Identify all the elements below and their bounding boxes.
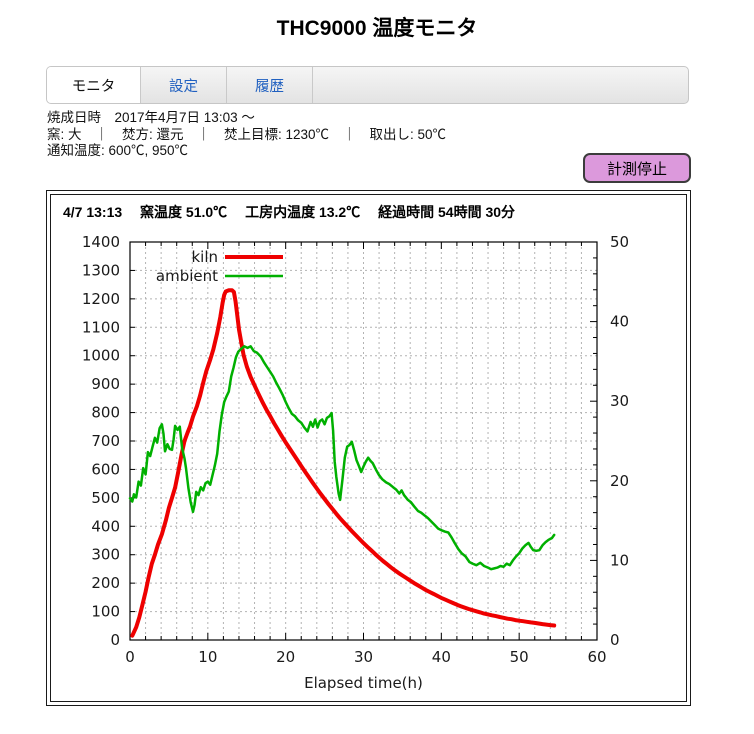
- stop-measurement-button[interactable]: 計測停止: [583, 153, 691, 183]
- svg-text:Elapsed time(h): Elapsed time(h): [304, 674, 423, 692]
- svg-text:800: 800: [91, 404, 120, 422]
- svg-text:300: 300: [91, 546, 120, 564]
- svg-text:ambient: ambient: [156, 267, 218, 285]
- svg-text:20: 20: [276, 648, 295, 666]
- svg-text:700: 700: [91, 432, 120, 450]
- svg-text:0: 0: [110, 631, 120, 649]
- tab-bar-filler: [313, 67, 688, 103]
- svg-text:40: 40: [432, 648, 451, 666]
- svg-text:500: 500: [91, 489, 120, 507]
- svg-text:900: 900: [91, 375, 120, 393]
- page-title: THC9000 温度モニタ: [276, 17, 478, 40]
- svg-text:1100: 1100: [82, 318, 120, 336]
- svg-text:0: 0: [125, 648, 135, 666]
- svg-text:1400: 1400: [82, 233, 120, 251]
- svg-text:10: 10: [610, 551, 629, 569]
- svg-text:30: 30: [610, 392, 629, 410]
- svg-text:20: 20: [610, 472, 629, 490]
- svg-text:50: 50: [510, 648, 529, 666]
- tab-settings[interactable]: 設定: [141, 67, 227, 103]
- kiln-settings-text: 窯: 大 ｜ 焚方: 還元 ｜ 焚上目標: 1230℃ ｜ 取出し: 50℃: [47, 126, 447, 142]
- tab-monitor[interactable]: モニタ: [47, 67, 141, 103]
- svg-text:40: 40: [610, 313, 629, 331]
- svg-text:100: 100: [91, 603, 120, 621]
- svg-text:50: 50: [610, 233, 629, 251]
- chart-status-line: 4/7 13:13 窯温度 51.0℃ 工房内温度 13.2℃ 経過時間 54時…: [63, 204, 516, 220]
- firing-datetime-text: 焼成日時 2017年4月7日 13:03 ～: [47, 110, 255, 125]
- chart-panel-inner: 4/7 13:13 窯温度 51.0℃ 工房内温度 13.2℃ 経過時間 54時…: [50, 194, 687, 702]
- svg-text:1300: 1300: [82, 261, 120, 279]
- svg-text:kiln: kiln: [191, 248, 218, 266]
- svg-text:1200: 1200: [82, 290, 120, 308]
- svg-text:10: 10: [198, 648, 217, 666]
- tab-history[interactable]: 履歴: [227, 67, 313, 103]
- svg-text:200: 200: [91, 574, 120, 592]
- svg-text:400: 400: [91, 517, 120, 535]
- chart-panel: 4/7 13:13 窯温度 51.0℃ 工房内温度 13.2℃ 経過時間 54時…: [46, 190, 691, 706]
- status-block: 焼成日時 2017年4月7日 13:03 ～ 窯: 大 ｜ 焚方: 還元 ｜ 焚…: [47, 110, 446, 160]
- notify-temperature-text: 通知温度: 600℃, 950℃: [47, 143, 189, 158]
- svg-text:1000: 1000: [82, 347, 120, 365]
- tab-bar: モニタ 設定 履歴: [46, 66, 689, 104]
- svg-text:60: 60: [587, 648, 606, 666]
- svg-text:30: 30: [354, 648, 373, 666]
- svg-text:600: 600: [91, 460, 120, 478]
- svg-text:0: 0: [610, 631, 620, 649]
